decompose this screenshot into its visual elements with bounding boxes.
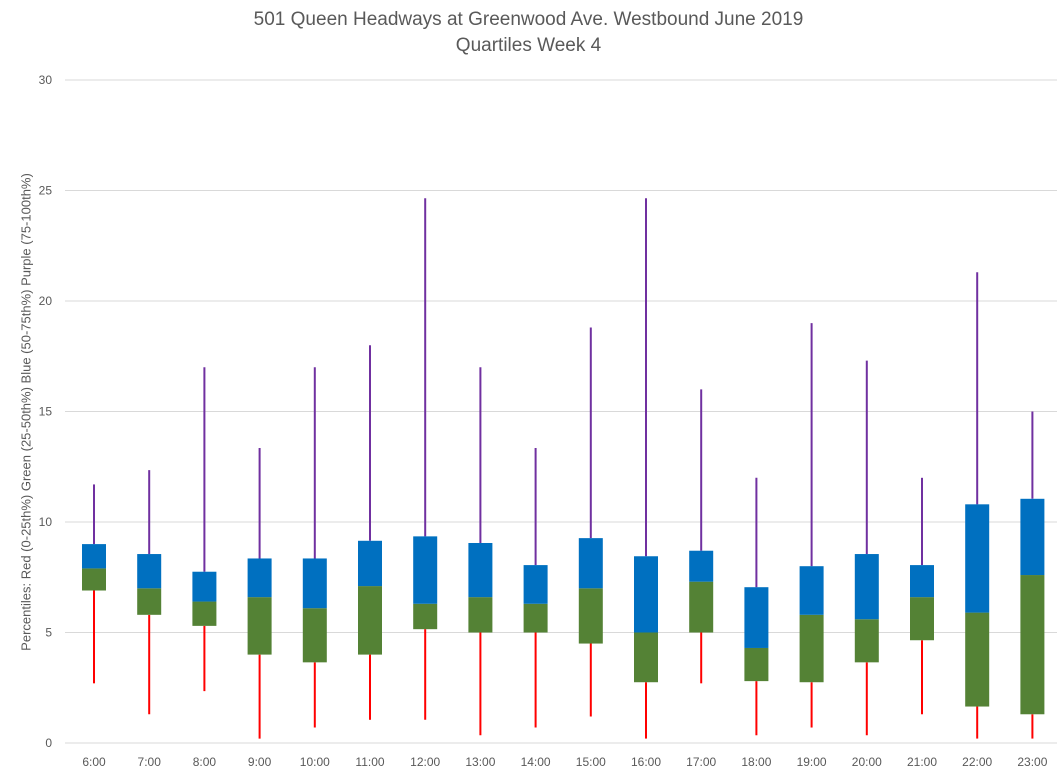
x-tick-label: 12:00 — [410, 755, 440, 769]
x-tick-label: 6:00 — [82, 755, 106, 769]
box-lower-q1-median — [192, 601, 217, 626]
box-upper-median-q3 — [854, 554, 879, 620]
box-upper-median-q3 — [468, 542, 493, 598]
box-lower-q1-median — [358, 586, 382, 655]
box-upper-median-q3 — [358, 540, 382, 587]
x-tick-label: 23:00 — [1017, 755, 1047, 769]
x-tick-label: 18:00 — [741, 755, 771, 769]
box-lower-q1-median — [689, 581, 714, 633]
x-tick-label: 22:00 — [962, 755, 992, 769]
box-lower-q1-median — [1020, 575, 1045, 715]
x-tick-label: 13:00 — [465, 755, 495, 769]
box-lower-q1-median — [302, 608, 327, 663]
x-tick-label: 21:00 — [907, 755, 937, 769]
x-tick-label: 15:00 — [576, 755, 606, 769]
box-upper-median-q3 — [634, 556, 658, 633]
box-lower-q1-median — [910, 597, 934, 641]
box-upper-median-q3 — [578, 538, 603, 589]
box-lower-q1-median — [965, 612, 990, 707]
box-upper-median-q3 — [192, 571, 217, 602]
y-tick-label: 5 — [45, 626, 52, 640]
x-tick-label: 19:00 — [797, 755, 827, 769]
box-upper-median-q3 — [137, 554, 162, 589]
box-lower-q1-median — [468, 597, 493, 633]
box-lower-q1-median — [523, 603, 548, 633]
box-upper-median-q3 — [744, 587, 769, 648]
box-lower-q1-median — [413, 603, 438, 630]
box-upper-median-q3 — [302, 558, 327, 609]
x-tick-label: 9:00 — [248, 755, 272, 769]
box-lower-q1-median — [137, 588, 162, 615]
y-tick-label: 30 — [39, 73, 53, 87]
x-tick-label: 17:00 — [686, 755, 716, 769]
y-tick-label: 0 — [45, 736, 52, 750]
box-lower-q1-median — [247, 597, 272, 655]
x-tick-label: 16:00 — [631, 755, 661, 769]
y-tick-label: 20 — [39, 294, 53, 308]
x-tick-label: 20:00 — [852, 755, 882, 769]
box-upper-median-q3 — [910, 565, 934, 598]
x-tick-label: 11:00 — [355, 755, 384, 769]
chart-subtitle: Quartiles Week 4 — [455, 35, 602, 56]
box-lower-q1-median — [82, 568, 106, 591]
x-tick-label: 14:00 — [521, 755, 551, 769]
x-tick-label: 8:00 — [193, 755, 217, 769]
box-lower-q1-median — [854, 619, 879, 663]
box-upper-median-q3 — [523, 565, 548, 604]
x-tick-label: 10:00 — [300, 755, 330, 769]
box-upper-median-q3 — [965, 504, 990, 613]
y-tick-label: 25 — [39, 184, 53, 198]
box-upper-median-q3 — [1020, 498, 1045, 576]
box-upper-median-q3 — [799, 566, 824, 615]
box-lower-q1-median — [799, 614, 824, 683]
box-upper-median-q3 — [413, 536, 438, 604]
box-upper-median-q3 — [247, 558, 272, 598]
y-tick-label: 10 — [39, 515, 53, 529]
box-upper-median-q3 — [82, 544, 106, 569]
y-tick-label: 15 — [39, 405, 53, 419]
x-tick-label: 7:00 — [138, 755, 162, 769]
box-upper-median-q3 — [689, 550, 714, 582]
chart-title: 501 Queen Headways at Greenwood Ave. Wes… — [253, 9, 804, 30]
box-lower-q1-median — [744, 647, 769, 682]
box-lower-q1-median — [634, 632, 658, 683]
box-lower-q1-median — [578, 588, 603, 644]
